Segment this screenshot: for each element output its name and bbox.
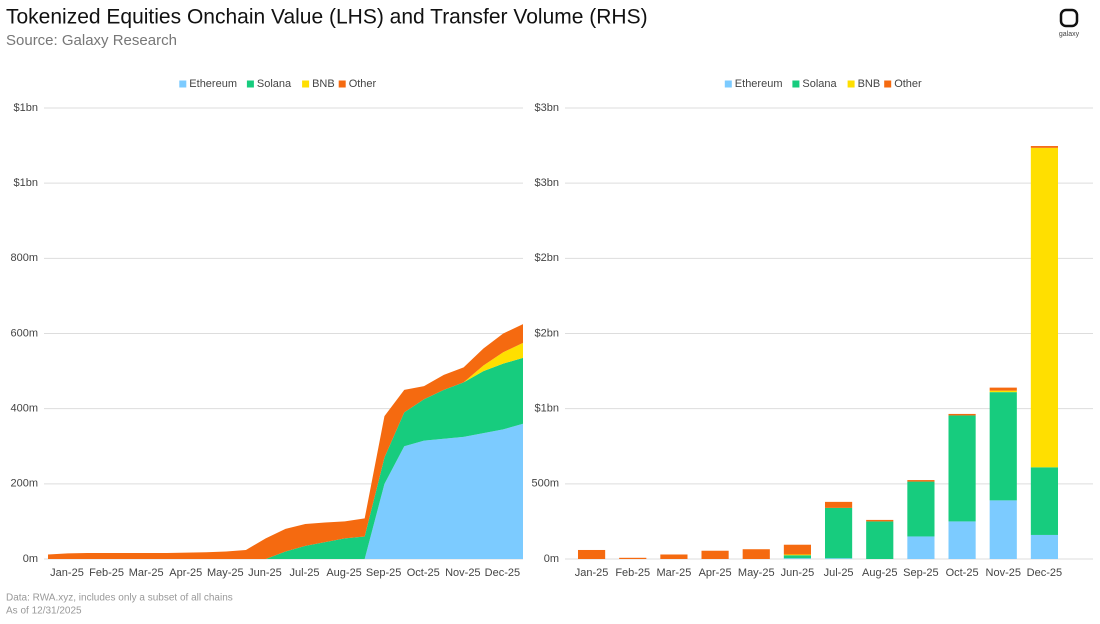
bar-segment	[824, 558, 853, 559]
legend-label: BNB	[858, 78, 881, 90]
y-tick-label: $2bn	[535, 327, 559, 339]
bar-segment	[907, 480, 935, 482]
x-tick-label: Dec-25	[485, 567, 520, 579]
bar-segment	[824, 507, 853, 559]
bar-segment	[989, 392, 1017, 501]
y-tick-label: 400m	[10, 403, 38, 415]
bar-segment	[783, 558, 812, 559]
x-tick-label: Sep-25	[903, 567, 938, 579]
bar-segment	[783, 544, 812, 555]
bar-segment	[866, 519, 894, 522]
bar-segment	[989, 500, 1017, 559]
bar-segment	[660, 554, 688, 559]
bar-segment	[1030, 146, 1059, 148]
logo-text: galaxy	[1059, 31, 1080, 38]
y-tick-label: $1bn	[14, 102, 38, 114]
bar-segment	[989, 390, 1017, 393]
legend-swatch	[302, 80, 310, 88]
x-tick-label: Dec-25	[1027, 567, 1062, 579]
bar-segment	[701, 550, 729, 559]
note: Data: RWA.xyz, includes only a subset of…	[6, 593, 233, 604]
area	[48, 357, 523, 559]
legend-label: Ethereum	[735, 78, 783, 90]
bar-segment	[577, 549, 606, 559]
y-tick-label: $3bn	[535, 177, 559, 189]
y-tick-label: $1bn	[14, 177, 38, 189]
legend-label: Ethereum	[189, 78, 237, 90]
x-tick-label: Apr-25	[169, 567, 202, 579]
legend-swatch	[847, 80, 855, 88]
legend-swatch	[792, 80, 800, 88]
legend-swatch	[179, 80, 187, 88]
note: As of 12/31/2025	[6, 606, 82, 617]
bar-segment	[1030, 147, 1059, 468]
bar-segment	[824, 501, 853, 508]
bar-segment	[907, 536, 935, 559]
x-tick-label: Mar-25	[656, 567, 691, 579]
x-tick-label: Nov-25	[986, 567, 1021, 579]
y-tick-label: $2bn	[535, 252, 559, 264]
legend-swatch	[724, 80, 732, 88]
x-tick-label: Aug-25	[326, 567, 361, 579]
area	[48, 423, 523, 559]
x-tick-label: Sep-25	[366, 567, 401, 579]
bar-segment	[989, 387, 1017, 391]
logo-icon	[1059, 8, 1079, 28]
bar-segment	[742, 549, 770, 559]
bar-segment	[948, 413, 976, 416]
legend-label: BNB	[312, 78, 335, 90]
x-tick-label: May-25	[738, 567, 775, 579]
legend-label: Other	[349, 78, 377, 90]
x-tick-label: Aug-25	[862, 567, 897, 579]
legend-label: Other	[894, 78, 922, 90]
y-tick-label: 200m	[10, 478, 38, 490]
y-tick-label: 500m	[531, 478, 559, 490]
bar-segment	[783, 554, 812, 556]
y-tick-label: 800m	[10, 252, 38, 264]
source: Source: Galaxy Research	[6, 32, 177, 49]
y-tick-label: 600m	[10, 327, 38, 339]
x-tick-label: Feb-25	[615, 567, 650, 579]
legend-swatch	[338, 80, 346, 88]
bar-segment	[866, 521, 894, 559]
x-tick-label: Jul-25	[290, 567, 320, 579]
y-tick-label: 0m	[23, 553, 38, 565]
x-tick-label: Jan-25	[575, 567, 609, 579]
x-tick-label: Jul-25	[824, 567, 854, 579]
x-tick-label: May-25	[207, 567, 244, 579]
x-tick-label: Feb-25	[89, 567, 124, 579]
x-tick-label: Jan-25	[50, 567, 84, 579]
bar-segment	[948, 521, 976, 559]
legend-swatch	[246, 80, 254, 88]
y-tick-label: $3bn	[535, 102, 559, 114]
legend-label: Solana	[802, 78, 837, 90]
x-tick-label: Oct-25	[946, 567, 979, 579]
x-tick-label: Oct-25	[407, 567, 440, 579]
legend-label: Solana	[257, 78, 292, 90]
x-tick-label: Apr-25	[699, 567, 732, 579]
y-tick-label: 0m	[544, 553, 559, 565]
bar-segment	[1030, 467, 1059, 535]
bar-segment	[948, 415, 976, 522]
x-tick-label: Jun-25	[248, 567, 282, 579]
x-tick-label: Nov-25	[445, 567, 480, 579]
x-tick-label: Mar-25	[129, 567, 164, 579]
x-tick-label: Jun-25	[781, 567, 815, 579]
bar-segment	[619, 557, 647, 559]
page-title: Tokenized Equities Onchain Value (LHS) a…	[6, 6, 648, 29]
bar-segment	[907, 481, 935, 537]
bar-segment	[1030, 534, 1059, 559]
y-tick-label: $1bn	[535, 403, 559, 415]
legend-swatch	[884, 80, 892, 88]
bar-segment	[783, 555, 812, 559]
